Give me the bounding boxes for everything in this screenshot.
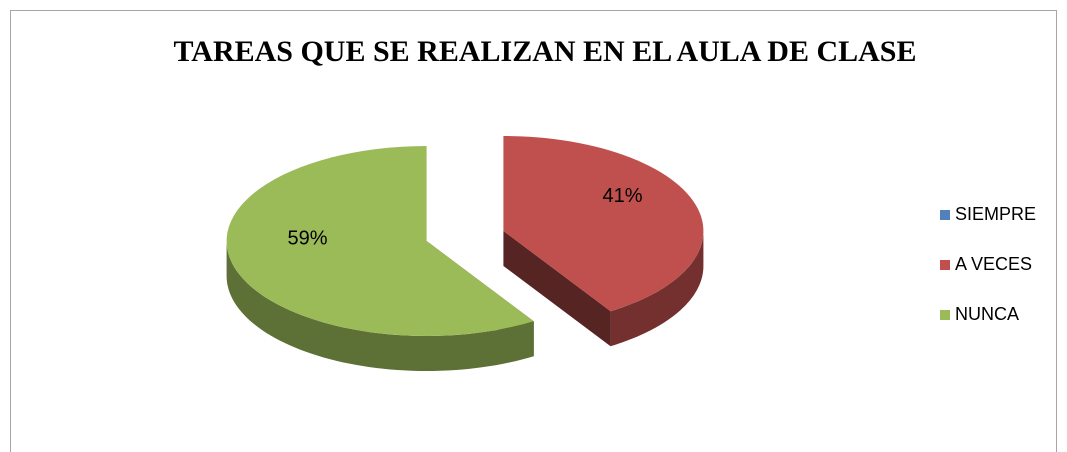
legend-swatch xyxy=(940,210,950,220)
slice-side xyxy=(503,230,611,347)
data-label: 41% xyxy=(602,185,642,207)
data-label: 59% xyxy=(287,228,327,250)
slice-side xyxy=(226,241,534,372)
legend-swatch xyxy=(940,260,950,270)
legend-label: SIEMPRE xyxy=(955,204,1036,224)
chart-title: TAREAS QUE SE REALIZAN EN EL AULA DE CLA… xyxy=(174,35,917,68)
slice xyxy=(503,135,704,312)
slice xyxy=(226,146,534,337)
legend-label: NUNCA xyxy=(955,304,1019,324)
legend-swatch xyxy=(940,310,950,320)
legend-label: A VECES xyxy=(955,254,1032,274)
chart-border xyxy=(10,10,1057,452)
slice-side xyxy=(610,230,704,347)
